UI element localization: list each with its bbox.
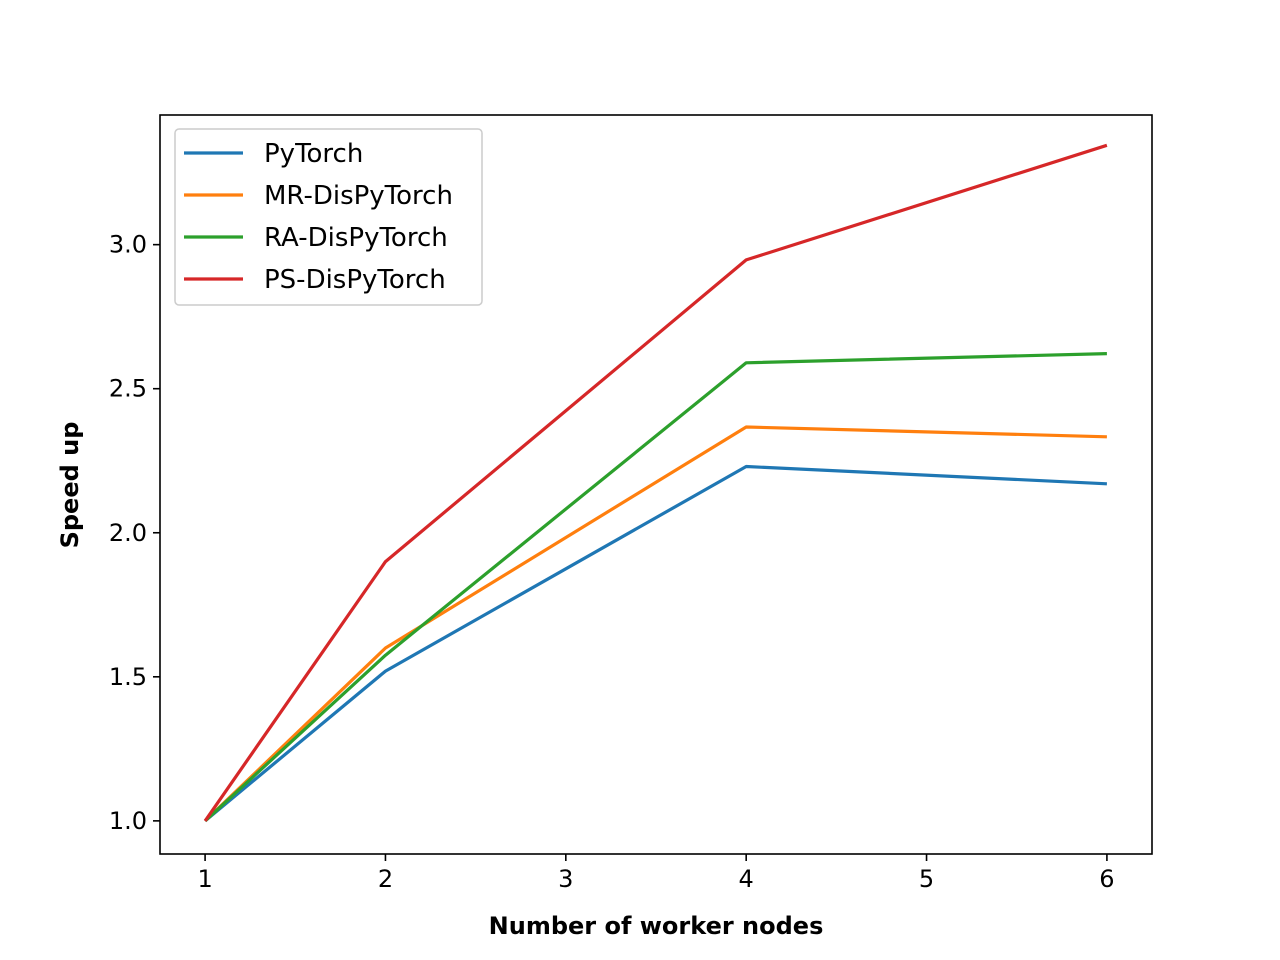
y-tick-label-0: 1.0 — [109, 807, 147, 835]
series-layer — [203, 143, 1108, 823]
x-tick-label-2: 3 — [558, 865, 573, 893]
legend: PyTorch MR-DisPyTorch RA-DisPyTorch PS-DisP… — [174, 128, 483, 306]
legend-label-1: MR-DisPyTorch — [264, 181, 453, 211]
y-tick-label-4: 3.0 — [109, 231, 147, 259]
legend-box — [174, 128, 483, 306]
x-axis-ticks: 1 2 3 4 5 6 — [197, 854, 1115, 893]
y-axis-label: Speed up — [56, 422, 84, 549]
y-tick-label-2: 2.0 — [109, 519, 147, 547]
series-line-3 — [203, 143, 1108, 822]
x-tick-label-0: 1 — [197, 865, 212, 893]
legend-label-0: PyTorch — [264, 139, 363, 169]
legend-label-2: RA-DisPyTorch — [264, 223, 448, 253]
x-tick-label-5: 6 — [1099, 865, 1114, 893]
y-tick-label-3: 2.5 — [109, 375, 147, 403]
series-line-0 — [204, 464, 1107, 823]
legend-label-3: PS-DisPyTorch — [264, 265, 446, 295]
y-tick-label-1: 1.5 — [109, 663, 147, 691]
y-axis-ticks: 1.0 1.5 2.0 2.5 3.0 — [109, 231, 160, 835]
x-tick-label-1: 2 — [378, 865, 393, 893]
x-tick-label-4: 5 — [919, 865, 934, 893]
x-tick-label-3: 4 — [739, 865, 754, 893]
x-axis-label: Number of worker nodes — [489, 912, 824, 940]
plot-frame — [159, 114, 1153, 855]
series-line-1 — [203, 425, 1107, 823]
series-line-2 — [204, 352, 1107, 823]
